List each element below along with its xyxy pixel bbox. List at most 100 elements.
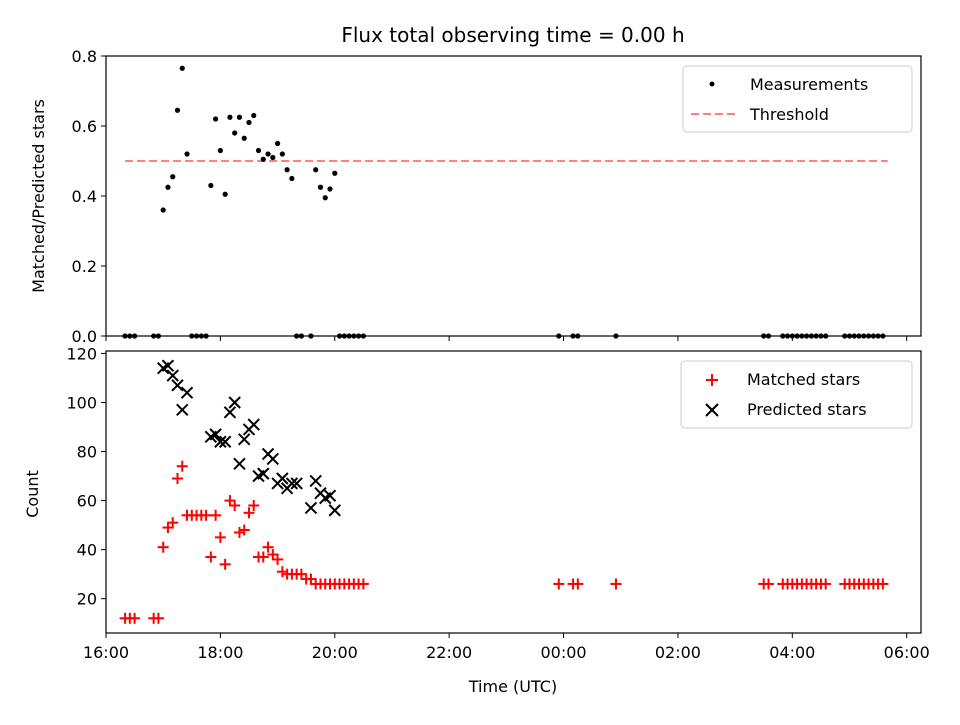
measurement-point	[198, 333, 204, 339]
count-y-axis-label: Count	[23, 470, 42, 518]
x-tick-label: 02:00	[655, 643, 701, 662]
measurement-point	[179, 65, 185, 71]
predicted-star-marker	[257, 467, 270, 480]
measurement-point	[856, 333, 862, 339]
x-tick-label: 04:00	[769, 643, 815, 662]
x-axis-label: Time (UTC)	[468, 677, 557, 696]
matched-star-marker	[295, 568, 307, 580]
predicted-star-marker	[171, 379, 184, 392]
measurement-point	[155, 333, 162, 339]
count-y-tick-label: 60	[77, 492, 97, 511]
legend-label-matched: Matched stars	[747, 370, 860, 389]
count-y-tick-label: 100	[66, 393, 97, 412]
measurement-point	[270, 154, 276, 161]
matched-star-marker	[171, 473, 183, 485]
measurement-point	[213, 116, 219, 122]
matched-star-marker	[305, 573, 317, 585]
predicted-star-marker	[290, 477, 303, 490]
count-y-tick-label: 120	[66, 344, 97, 363]
predicted-star-marker	[161, 359, 175, 372]
ratio-y-axis-label: Matched/Predicted stars	[29, 99, 48, 293]
measurement-point	[217, 147, 223, 154]
predicted-star-marker	[166, 369, 179, 382]
matched-star-marker	[262, 541, 274, 553]
legend-marker-measurements	[709, 81, 715, 87]
count-y-tick-label: 80	[77, 443, 97, 462]
measurement-point	[222, 191, 228, 197]
measurement-point	[227, 114, 233, 120]
predicted-star-marker	[228, 396, 241, 409]
measurement-point	[298, 333, 305, 339]
measurement-point	[780, 333, 786, 339]
legend-marker-predicted	[705, 403, 719, 417]
ratio-y-tick-label: 0.6	[72, 117, 97, 136]
matched-star-marker	[205, 551, 217, 563]
measurement-point	[165, 184, 171, 190]
measurement-point	[880, 333, 886, 339]
matched-star-marker	[176, 460, 188, 472]
measurement-point	[131, 333, 138, 339]
measurement-point	[346, 333, 352, 339]
measurement-point	[279, 151, 285, 157]
measurement-point	[556, 333, 562, 339]
predicted-star-marker	[238, 433, 251, 446]
matched-star-marker	[267, 549, 279, 561]
measurement-point	[265, 151, 271, 157]
matched-star-marker	[129, 612, 141, 624]
measurement-point	[765, 333, 772, 339]
measurement-point	[174, 107, 181, 113]
measurement-point	[575, 333, 581, 339]
matched-star-marker	[214, 531, 226, 543]
measurement-point	[360, 333, 366, 339]
matched-star-marker	[229, 499, 241, 511]
measurement-point	[241, 135, 247, 141]
measurement-point	[341, 333, 347, 339]
ratio-y-tick-label: 0.2	[72, 257, 97, 276]
legend-label-predicted: Predicted stars	[747, 400, 867, 419]
predicted-star-marker	[218, 435, 232, 448]
measurement-point	[861, 333, 867, 339]
measurement-point	[251, 112, 257, 119]
matched-star-marker	[233, 526, 245, 538]
measurement-point	[846, 333, 853, 339]
measurement-point	[317, 184, 324, 190]
measurement-point	[823, 333, 829, 339]
measurement-point	[151, 333, 157, 339]
legend-label-measurements: Measurements	[750, 75, 868, 94]
matched-star-marker	[200, 509, 212, 521]
x-tick-label: 18:00	[197, 643, 243, 662]
measurement-point	[232, 130, 238, 136]
x-tick-label: 22:00	[426, 643, 472, 662]
measurement-point	[255, 147, 262, 154]
matched-star-marker	[272, 553, 284, 565]
predicted-star-marker	[328, 504, 341, 517]
measurement-point	[865, 333, 872, 339]
measurement-point	[322, 195, 328, 201]
measurement-point	[260, 156, 266, 162]
measurement-point	[784, 333, 791, 339]
ratio-legend: Measurements Threshold	[682, 65, 913, 133]
measurement-point	[208, 182, 214, 189]
measurement-point	[284, 167, 290, 173]
predicted-star-marker	[180, 386, 194, 399]
measurement-point	[799, 333, 805, 339]
matched-star-marker	[572, 578, 584, 590]
matched-star-marker	[276, 566, 288, 578]
measurement-point	[875, 333, 881, 339]
measurement-point	[308, 333, 314, 339]
matched-star-marker	[248, 499, 260, 511]
measurement-point	[613, 333, 619, 339]
matched-star-marker	[152, 612, 164, 624]
measurement-point	[289, 175, 295, 182]
count-legend: Matched stars Predicted stars	[680, 360, 913, 429]
measurement-point	[570, 333, 576, 339]
ratio-legend-box	[682, 65, 913, 133]
predicted-star-marker	[323, 489, 337, 502]
legend-label-threshold: Threshold	[749, 105, 829, 124]
measurement-point	[122, 333, 128, 339]
ratio-plot: 0.00.20.40.60.8 Matched/Predicted stars …	[29, 47, 922, 346]
matched-star-marker	[157, 541, 169, 553]
measurement-point	[313, 167, 319, 173]
predicted-star-marker	[304, 501, 318, 515]
